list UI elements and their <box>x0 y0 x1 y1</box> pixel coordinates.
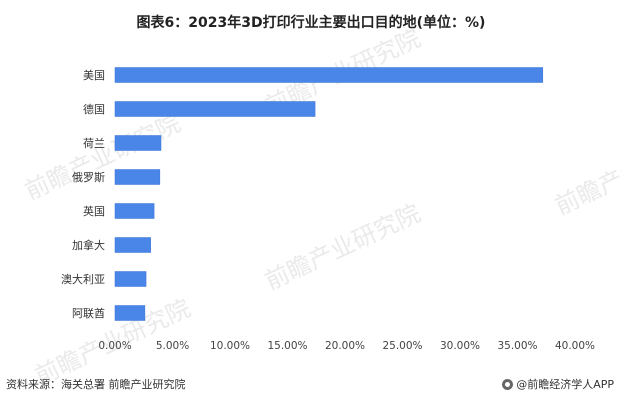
x-tick-label: 10.00% <box>210 340 250 352</box>
bar <box>114 271 147 287</box>
bar <box>114 101 316 117</box>
x-tick-label: 0.00% <box>98 340 131 352</box>
x-tick-labels: 0.00% 5.00% 10.00% 15.00% 20.00% 25.00% 30.00%… <box>98 340 595 352</box>
watermark-text: 前瞻产业研究院 <box>21 109 185 205</box>
category-label: 英国 <box>83 204 105 218</box>
x-tick-label: 20.00% <box>325 340 365 352</box>
x-tick-label: 15.00% <box>267 340 307 352</box>
bars-group <box>114 67 544 321</box>
category-label: 德国 <box>83 102 105 116</box>
bar <box>114 203 155 219</box>
category-label: 加拿大 <box>72 238 105 252</box>
watermark-text: 前瞻产业研究院 <box>261 199 425 295</box>
bar <box>114 305 146 321</box>
category-label: 澳大利亚 <box>61 272 105 286</box>
bar <box>114 67 544 83</box>
category-label: 美国 <box>83 69 105 82</box>
bar <box>114 237 151 253</box>
brand-text: @前瞻经济学人APP <box>516 378 614 391</box>
watermark-text: 前瞻产业研究院 <box>551 124 622 220</box>
category-label: 俄罗斯 <box>72 171 105 184</box>
bar <box>114 135 162 151</box>
category-label: 荷兰 <box>83 137 105 150</box>
x-tick-label: 30.00% <box>440 340 480 352</box>
brand-note: @前瞻经济学人APP <box>502 376 614 392</box>
x-tick-label: 5.00% <box>156 340 189 352</box>
x-tick-label: 25.00% <box>382 340 422 352</box>
x-tick-label: 40.00% <box>555 340 595 352</box>
category-label: 阿联酋 <box>72 306 105 320</box>
bar <box>114 169 161 185</box>
chart-title: 图表6：2023年3D打印行业主要出口目的地(单位：%) <box>136 15 486 31</box>
brand-logo-icon <box>502 378 514 390</box>
source-note: 资料来源：海关总署 前瞻产业研究院 <box>6 378 186 391</box>
x-tick-label: 35.00% <box>497 340 537 352</box>
